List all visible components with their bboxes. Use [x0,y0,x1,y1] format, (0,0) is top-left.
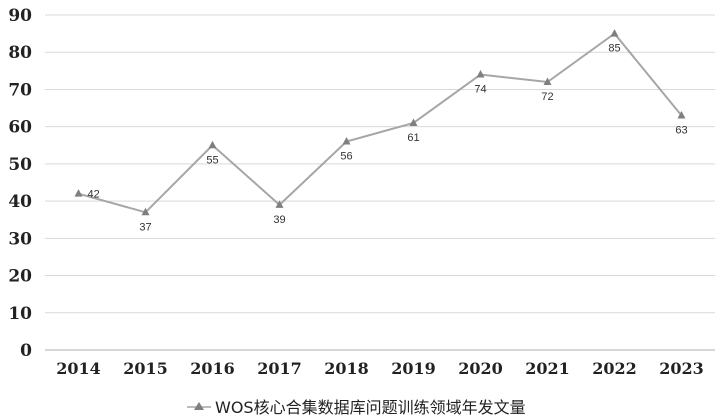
data-point-marker [677,111,686,119]
data-label: 74 [474,84,486,96]
legend-label: WOS核心合集数据库问题训练领域年发文量 [215,398,526,417]
data-label: 55 [206,154,218,166]
x-tick-label: 2018 [324,359,369,378]
data-point-marker [543,77,552,85]
x-tick-label: 2015 [123,359,168,378]
y-tick-label: 10 [8,304,32,324]
legend-triangle-marker [194,402,204,410]
x-axis-ticks: 2014 2015 2016 2017 2018 2019 2020 2021 2022 2023 [56,359,704,378]
x-tick-label: 2020 [458,359,503,378]
data-point-marker [275,200,284,208]
x-tick-label: 2016 [190,359,235,378]
y-tick-label: 40 [8,192,32,212]
data-labels: 42 37 55 39 56 61 74 72 85 63 [88,43,688,234]
data-point-marker [74,189,83,197]
y-tick-label: 50 [8,155,32,175]
y-axis-ticks: 0 10 20 30 40 50 60 70 80 90 [8,6,32,361]
data-label: 56 [340,151,352,163]
data-label: 39 [273,214,285,226]
data-point-marker [141,207,150,216]
x-tick-label: 2022 [592,359,637,378]
x-tick-label: 2017 [257,359,302,378]
data-point-marker [476,70,485,78]
grid-lines [45,14,715,351]
y-tick-label: 30 [8,229,32,249]
y-tick-label: 90 [8,6,32,26]
y-tick-label: 80 [8,43,32,63]
x-tick-label: 2014 [56,359,101,378]
y-tick-label: 0 [20,341,32,361]
data-point-marker [208,140,217,149]
x-tick-label: 2021 [525,359,570,378]
data-point-marker [610,29,619,37]
data-label: 42 [88,189,100,201]
data-label: 37 [139,221,151,233]
data-label: 85 [608,43,620,55]
y-tick-label: 60 [8,118,32,138]
y-tick-label: 20 [8,267,32,287]
series-polyline [78,32,683,214]
series-markers [74,29,686,216]
data-point-marker [409,118,418,126]
data-label: 72 [541,91,553,103]
legend: WOS核心合集数据库问题训练领域年发文量 [187,398,526,417]
x-tick-label: 2019 [391,359,436,378]
data-label: 61 [407,132,419,144]
y-tick-label: 70 [8,80,32,100]
x-tick-label: 2023 [659,359,704,378]
series-line [78,32,683,214]
data-point-marker [342,137,351,145]
data-label: 63 [675,125,687,137]
